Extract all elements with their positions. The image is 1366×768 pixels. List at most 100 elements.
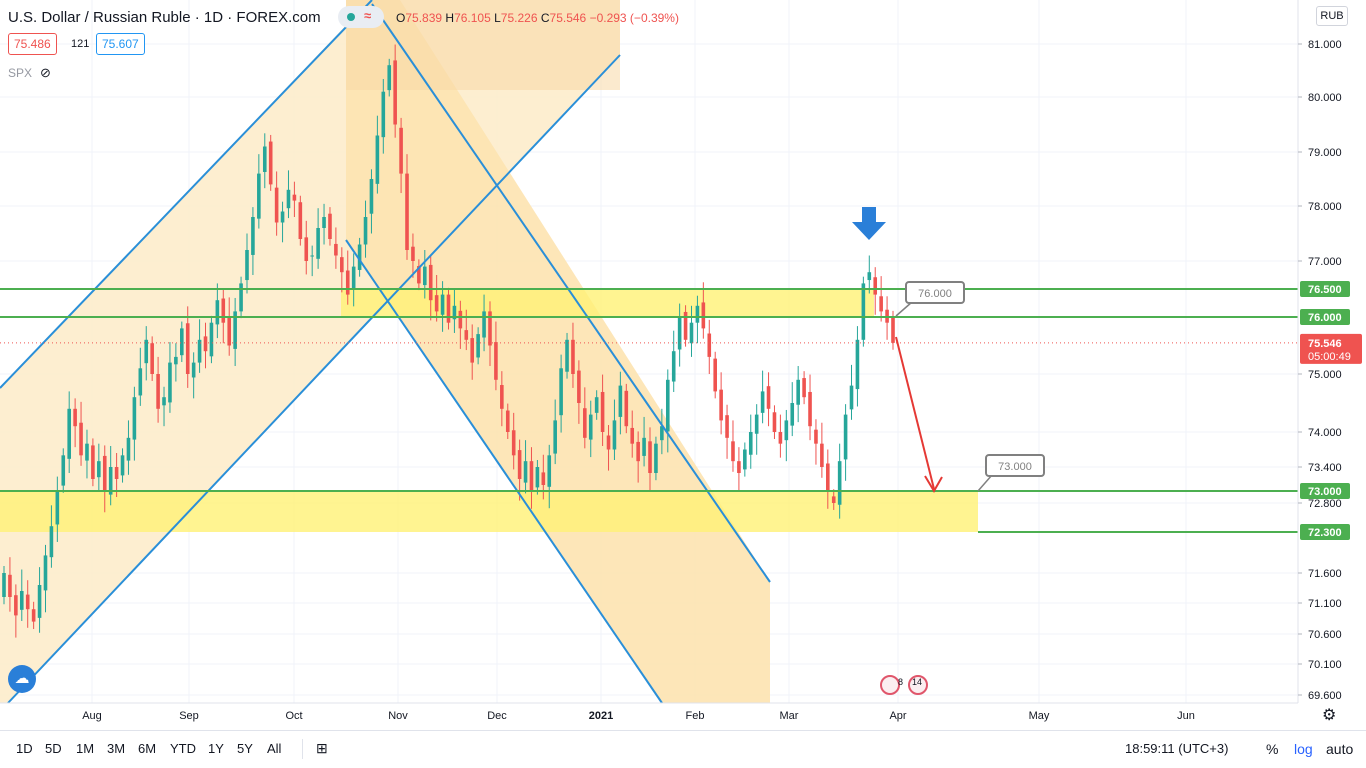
candle-body	[316, 228, 320, 259]
price-tick-label: 70.100	[1308, 659, 1342, 671]
eye-hidden-icon[interactable]: ⊘	[40, 65, 51, 80]
drawings-lines[interactable]: 76.000 73.000	[0, 0, 1298, 704]
candle-body	[138, 368, 143, 396]
time-tick-label: Sep	[179, 710, 199, 722]
candle-body	[233, 311, 237, 349]
candle-body	[245, 250, 249, 281]
candle-body	[802, 378, 806, 398]
range-6m-button[interactable]: 6M	[138, 741, 157, 756]
ascending-channel-lower-line	[7, 54, 621, 704]
price-chart[interactable]: 76.000 73.000 81.000 80.000 79.000 78.000 77.…	[0, 0, 1366, 730]
timezone-clock[interactable]: 18:59:11 (UTC+3)	[1125, 741, 1229, 756]
time-tick-label: Nov	[388, 710, 408, 722]
candle-body	[488, 311, 492, 346]
candle-body	[417, 266, 421, 284]
candle-body	[725, 415, 729, 438]
percent-scale-toggle[interactable]: %	[1266, 741, 1279, 757]
candle-body	[529, 461, 534, 491]
log-scale-toggle[interactable]: log	[1294, 741, 1313, 757]
candle-body	[772, 412, 777, 432]
candle-body	[345, 270, 350, 295]
auto-scale-toggle[interactable]: auto	[1326, 741, 1354, 757]
range-ytd-button[interactable]: YTD	[170, 741, 196, 756]
tradingview-logo-icon[interactable]: ☁	[8, 665, 36, 693]
candle-body	[588, 414, 593, 440]
candle-body	[8, 574, 12, 597]
callout-73000-pointer	[977, 474, 993, 492]
sell-price-button[interactable]: 75.486	[8, 33, 57, 55]
candle-body	[713, 358, 717, 392]
us-flag-icon	[880, 675, 900, 695]
last-price-badge	[1300, 333, 1362, 364]
range-all-button[interactable]: All	[267, 741, 282, 756]
currency-label[interactable]: RUB	[1316, 6, 1348, 26]
candle-body	[440, 294, 445, 315]
market-status[interactable]: ≈	[338, 6, 384, 28]
candle-body	[808, 391, 812, 427]
gear-icon[interactable]: ⚙	[1322, 707, 1337, 724]
date-range-icon[interactable]: ⊞	[316, 740, 328, 756]
candle-body	[298, 202, 303, 239]
level-badge	[1300, 309, 1350, 325]
candle-body	[428, 264, 433, 301]
candle-body	[618, 385, 623, 417]
time-axis[interactable]: Aug Sep Oct Nov Dec 2021 Feb Mar Apr May Jun	[0, 702, 1298, 722]
drawings-zones	[0, 0, 978, 703]
candle-body	[660, 426, 664, 441]
us-flag-icon	[908, 675, 928, 695]
candle-body	[73, 408, 77, 427]
price-tick-label: 79.000	[1308, 147, 1342, 159]
candle-body	[239, 283, 243, 312]
candle-body	[891, 317, 895, 343]
callout-76000-pointer	[895, 301, 913, 317]
candle-body	[814, 429, 818, 444]
candle-body	[268, 141, 273, 185]
candle-body	[19, 591, 24, 610]
candle-body	[257, 173, 261, 219]
candle-body	[381, 91, 386, 138]
bar-countdown-label: 05:00:49	[1308, 351, 1351, 363]
candle-body	[826, 463, 830, 491]
candle-body	[541, 472, 546, 485]
price-tick-label: 69.600	[1308, 690, 1342, 702]
time-tick-label: Feb	[686, 710, 705, 722]
range-3m-button[interactable]: 3M	[107, 741, 126, 756]
candle-body	[156, 374, 160, 409]
candle-body	[760, 391, 765, 413]
candle-body	[677, 317, 682, 350]
economic-events[interactable]: 8 14	[880, 675, 934, 695]
candle-body	[274, 187, 279, 223]
range-1m-button[interactable]: 1M	[76, 741, 95, 756]
candle-body	[701, 302, 706, 329]
forecast-arrow-head	[924, 475, 943, 493]
callout-76000-box	[905, 281, 965, 304]
candle-body	[2, 573, 6, 597]
price-tick-label: 77.000	[1308, 256, 1342, 268]
candle-body	[511, 430, 516, 456]
indicator-spx-label[interactable]: SPX	[8, 66, 33, 80]
candle-body	[689, 322, 694, 344]
callout-73000-box	[985, 454, 1045, 477]
candle-body	[796, 379, 800, 405]
candle-body	[162, 397, 166, 406]
candle-body	[227, 317, 232, 346]
range-5y-button[interactable]: 5Y	[237, 741, 253, 756]
candle-body	[470, 338, 475, 363]
candle-body	[209, 322, 214, 357]
symbol-title[interactable]: U.S. Dollar / Russian Ruble · 1D · FOREX…	[8, 9, 321, 26]
range-5d-button[interactable]: 5D	[45, 741, 62, 756]
candle-body	[452, 305, 457, 320]
candle-body	[191, 362, 196, 378]
candle-body	[411, 246, 415, 261]
range-1y-button[interactable]: 1Y	[208, 741, 224, 756]
candle-body	[606, 435, 611, 450]
candle-body	[37, 585, 42, 618]
time-tick-label: May	[1029, 710, 1050, 722]
price-axis[interactable]: 81.000 80.000 79.000 78.000 77.000 75.000 74.0…	[1297, 0, 1366, 703]
level-badge	[1300, 281, 1350, 297]
level-badge-label: 72.300	[1308, 527, 1342, 539]
price-tick-label: 70.600	[1308, 629, 1342, 641]
range-1d-button[interactable]: 1D	[16, 741, 33, 756]
buy-price-button[interactable]: 75.607	[96, 33, 145, 55]
price-tick-label: 81.000	[1308, 39, 1342, 51]
